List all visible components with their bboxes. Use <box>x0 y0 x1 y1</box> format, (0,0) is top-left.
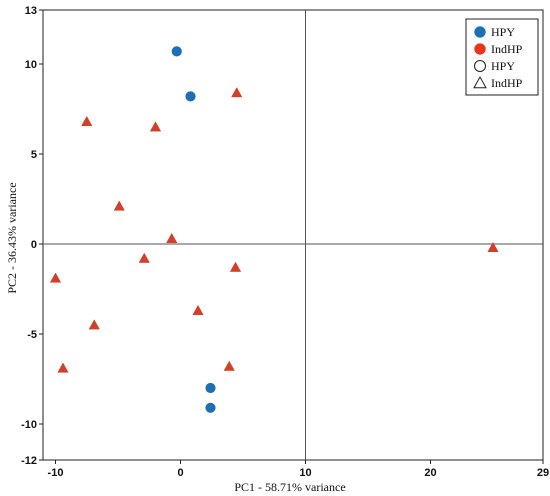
data-points <box>49 46 499 413</box>
x-axis-label: PC1 - 58.71% variance <box>234 480 345 494</box>
indhp-point <box>57 362 69 373</box>
hpy-point <box>205 402 216 413</box>
legend: HPY IndHP HPY IndHP <box>465 18 539 96</box>
indhp-point <box>166 232 178 244</box>
hpy-point <box>185 91 196 102</box>
x-tick-label: -10 <box>48 467 64 479</box>
indhp-point <box>231 87 243 98</box>
x-tick-label: 29 <box>537 467 549 479</box>
y-tick-label: 10 <box>25 59 37 71</box>
legend-marker <box>474 26 486 38</box>
y-axis-label: PC2 - 36.43% variance <box>5 182 19 293</box>
y-tick-label: -5 <box>27 329 37 341</box>
y-tick-label: 0 <box>31 239 37 251</box>
plot-frame <box>42 9 544 461</box>
indhp-point <box>81 115 93 127</box>
legend-marker <box>474 43 486 55</box>
x-tick-label: 20 <box>424 467 436 479</box>
legend-label: IndHP <box>491 42 523 56</box>
legend-label: IndHP <box>491 76 523 90</box>
indhp-point <box>149 121 162 132</box>
x-axis-ticks: -10 0 10 20 29 <box>48 460 549 479</box>
x-tick-label: 10 <box>299 467 311 479</box>
indhp-point <box>49 272 62 283</box>
x-tick-label: 0 <box>177 467 183 479</box>
y-tick-label: 13 <box>25 5 37 17</box>
legend-label: HPY <box>491 59 515 73</box>
y-axis-ticks: 13 10 5 0 -5 -10 -12 <box>21 5 43 467</box>
hpy-point <box>205 382 216 394</box>
indhp-point <box>487 241 499 253</box>
indhp-point <box>88 319 100 330</box>
legend-marker <box>474 60 486 72</box>
y-tick-label: -12 <box>21 455 37 467</box>
y-tick-label: 5 <box>31 149 37 161</box>
reference-lines <box>43 10 543 460</box>
indhp-point <box>138 252 150 263</box>
y-tick-label: -10 <box>21 419 37 431</box>
indhp-point <box>113 200 125 211</box>
indhp-point <box>192 304 204 316</box>
legend-label: HPY <box>491 25 515 39</box>
hpy-point <box>171 46 182 57</box>
legend-marker <box>473 75 487 89</box>
indhp-point <box>229 261 242 272</box>
indhp-point <box>223 360 235 371</box>
